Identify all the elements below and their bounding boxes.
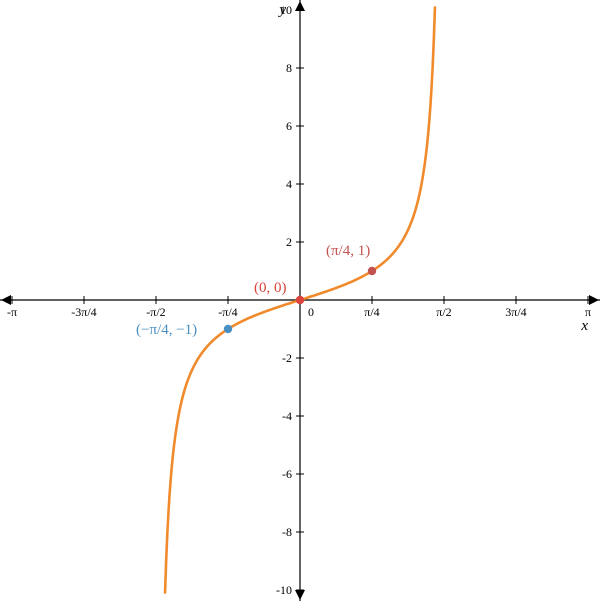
svg-text:-π/2: -π/2: [146, 305, 165, 319]
svg-text:3π/4: 3π/4: [505, 305, 526, 319]
svg-text:4: 4: [286, 177, 292, 191]
svg-text:-6: -6: [282, 467, 292, 481]
svg-text:π/4: π/4: [364, 305, 379, 319]
svg-text:-8: -8: [282, 525, 292, 539]
svg-text:-4: -4: [282, 409, 292, 423]
svg-text:2: 2: [286, 235, 292, 249]
svg-text:x: x: [580, 318, 588, 334]
svg-text:-3π/4: -3π/4: [71, 305, 96, 319]
svg-text:-π/4: -π/4: [218, 305, 237, 319]
svg-text:-2: -2: [282, 351, 292, 365]
tangent-chart: -π-3π/4-π/2-π/40π/4π/23π/4π108642-2-4-6-…: [0, 0, 600, 601]
svg-text:0: 0: [308, 305, 314, 319]
chart-svg: -π-3π/4-π/2-π/40π/4π/23π/4π108642-2-4-6-…: [0, 0, 600, 601]
svg-text:-10: -10: [276, 583, 292, 597]
svg-text:6: 6: [286, 119, 292, 133]
svg-text:π/2: π/2: [436, 305, 451, 319]
svg-text:(−π/4, −1): (−π/4, −1): [136, 322, 197, 338]
svg-text:-π: -π: [7, 305, 17, 319]
svg-text:(0, 0): (0, 0): [254, 280, 287, 296]
svg-text:y: y: [277, 2, 286, 18]
svg-text:(π/4, 1): (π/4, 1): [326, 243, 370, 259]
svg-text:π: π: [585, 305, 591, 319]
svg-text:8: 8: [286, 61, 292, 75]
